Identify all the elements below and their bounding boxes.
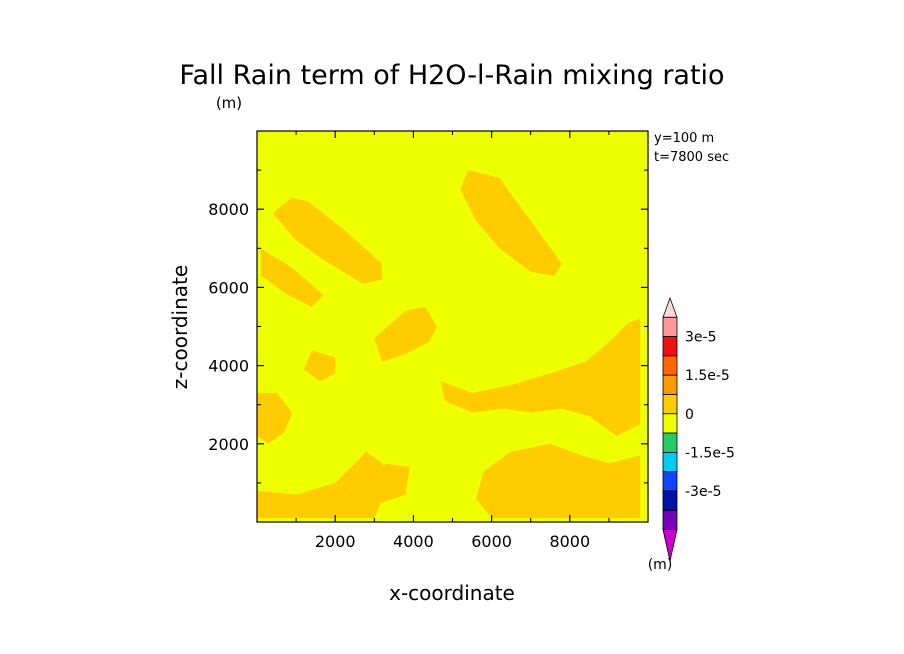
contour-region — [460, 170, 562, 276]
contour-region — [272, 197, 383, 284]
colorbar: 3e-5 1.5e-5 0 -1.5e-5 -3e-5 — [662, 296, 735, 561]
y-tick-label: 8000 — [208, 200, 249, 219]
colorbar-swatch — [662, 432, 678, 453]
colorbar-tick-label: 3e-5 — [685, 330, 716, 346]
colorbar-tick-label: -1.5e-5 — [685, 445, 735, 461]
y-tick-label: 2000 — [208, 435, 249, 454]
colorbar-swatch — [662, 509, 678, 530]
contour-region — [358, 463, 410, 503]
contour-region — [303, 350, 336, 382]
annotation-time: t=7800 sec — [654, 150, 729, 165]
colorbar-unit: (m) — [648, 557, 673, 573]
colorbar-swatch — [662, 529, 678, 561]
contour-region — [260, 248, 324, 307]
x-tick-label: 8000 — [549, 532, 590, 551]
x-tick-label: 4000 — [393, 532, 434, 551]
y-tick-label: 4000 — [208, 357, 249, 376]
contour-region — [476, 443, 641, 519]
annotation-y: y=100 m — [654, 131, 714, 146]
x-tick-label: 6000 — [471, 532, 512, 551]
contour-regions — [257, 170, 641, 519]
y-axis-label: z-coordinate — [168, 265, 192, 389]
colorbar-swatch — [662, 355, 678, 376]
colorbar-swatch — [662, 374, 678, 395]
axis-ticks: 2000 4000 6000 8000 2000 4000 6000 8000 — [208, 131, 648, 551]
colorbar-swatch — [662, 451, 678, 473]
contour-region — [257, 451, 386, 519]
colorbar-swatch — [662, 296, 678, 318]
colorbar-swatch — [662, 413, 678, 434]
plot-area: 2000 4000 6000 8000 2000 4000 6000 8000 — [208, 130, 649, 551]
colorbar-swatch — [662, 316, 678, 337]
x-tick-label: 2000 — [315, 532, 356, 551]
contour-region — [374, 306, 437, 362]
colorbar-tick-label: -3e-5 — [685, 484, 722, 500]
contour-region — [440, 318, 641, 436]
colorbar-tick-label: 0 — [685, 407, 694, 423]
title-unit: (m) — [216, 94, 242, 112]
x-axis-label: x-coordinate — [389, 581, 515, 605]
colorbar-tick-label: 1.5e-5 — [685, 368, 730, 384]
colorbar-swatch — [662, 336, 678, 357]
colorbar-swatch — [662, 471, 678, 492]
chart-title: Fall Rain term of H2O-l-Rain mixing rati… — [179, 60, 724, 91]
colorbar-swatch — [662, 490, 678, 511]
contour-region — [257, 393, 293, 444]
colorbar-swatch — [662, 394, 678, 415]
y-tick-label: 6000 — [208, 278, 249, 297]
